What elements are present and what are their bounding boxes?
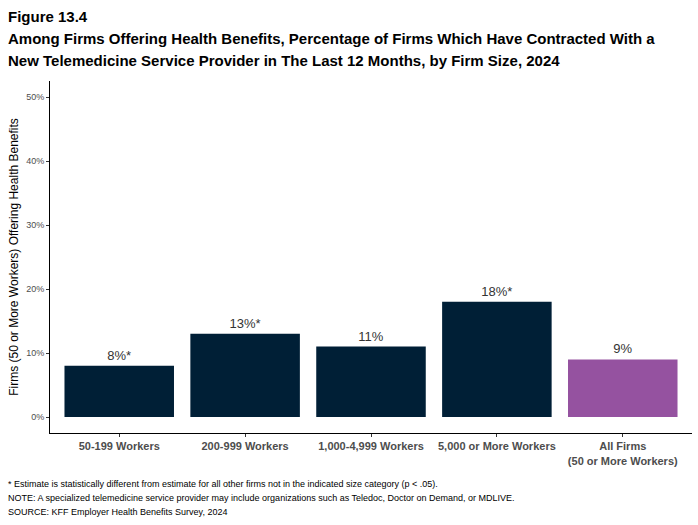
svg-text:1,000-4,999 Workers: 1,000-4,999 Workers bbox=[318, 440, 424, 452]
svg-text:30%: 30% bbox=[26, 220, 44, 230]
svg-text:SOURCE: KFF Employer Health Be: SOURCE: KFF Employer Health Benefits Sur… bbox=[8, 507, 227, 517]
svg-text:Firms (50 or More Workers) Off: Firms (50 or More Workers) Offering Heal… bbox=[7, 118, 21, 396]
svg-text:13%*: 13%* bbox=[230, 316, 261, 331]
svg-text:Among Firms Offering Health Be: Among Firms Offering Health Benefits, Pe… bbox=[8, 30, 655, 47]
svg-text:20%: 20% bbox=[26, 284, 44, 294]
svg-text:50-199 Workers: 50-199 Workers bbox=[79, 440, 160, 452]
svg-text:New Telemedicine Service Provi: New Telemedicine Service Provider in The… bbox=[8, 52, 560, 69]
svg-text:Figure 13.4: Figure 13.4 bbox=[8, 8, 88, 25]
svg-text:5,000 or More Workers: 5,000 or More Workers bbox=[438, 440, 556, 452]
svg-text:All Firms(50 or More Workers): All Firms(50 or More Workers) bbox=[568, 440, 678, 466]
svg-text:9%: 9% bbox=[613, 341, 632, 356]
svg-text:11%: 11% bbox=[358, 329, 383, 344]
svg-text:40%: 40% bbox=[26, 156, 44, 166]
svg-text:50%: 50% bbox=[26, 92, 44, 102]
svg-text:0%: 0% bbox=[31, 412, 44, 422]
svg-text:18%*: 18%* bbox=[481, 284, 512, 299]
svg-text:200-999 Workers: 200-999 Workers bbox=[201, 440, 288, 452]
svg-text:10%: 10% bbox=[26, 348, 44, 358]
svg-text:8%*: 8%* bbox=[107, 348, 131, 363]
svg-text:NOTE: A specialized telemedici: NOTE: A specialized telemedicine service… bbox=[8, 493, 515, 503]
svg-text:* Estimate is statistically di: * Estimate is statistically different fr… bbox=[8, 479, 438, 489]
